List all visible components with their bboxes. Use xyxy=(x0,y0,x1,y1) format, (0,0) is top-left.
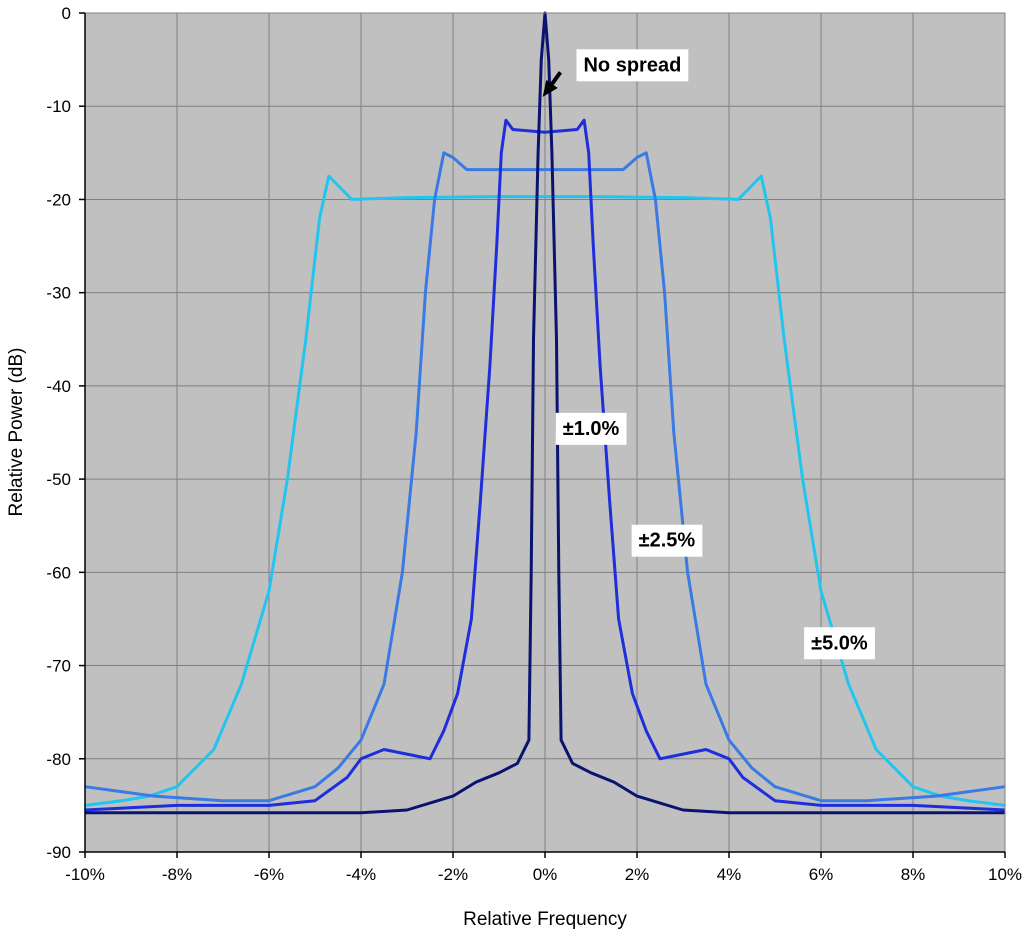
annotation-1: ±1.0% xyxy=(555,412,627,445)
annotation-3: ±5.0% xyxy=(804,627,875,660)
x-tick-label: 8% xyxy=(901,865,926,884)
y-tick-labels: 0 -10 -20 -30 -40 -50 -60 -70 -80 -90 xyxy=(46,4,71,862)
callout-box xyxy=(804,627,875,660)
plot-frame xyxy=(79,12,1006,858)
series-line-1 xyxy=(84,151,1006,803)
y-tick-label: -20 xyxy=(46,190,71,209)
annotation-0: No spread xyxy=(542,49,689,97)
y-tick-label: -40 xyxy=(46,377,71,396)
callout-label: No spread xyxy=(583,54,681,76)
x-axis-title: Relative Frequency xyxy=(463,909,627,930)
y-tick-label: -90 xyxy=(46,843,71,862)
series-line-2 xyxy=(84,118,1006,812)
x-tick-label: -2% xyxy=(438,865,468,884)
callout-arrow xyxy=(550,71,563,86)
callout-label: ±2.5% xyxy=(639,530,696,552)
y-tick-label: -60 xyxy=(46,563,71,582)
annotations: No spread ±1.0% ±2.5% ±5.0% xyxy=(542,49,875,660)
callout-label: ±5.0% xyxy=(811,632,868,654)
callout-arrowhead xyxy=(542,79,558,97)
grid xyxy=(85,13,1005,852)
y-tick-label: -70 xyxy=(46,657,71,676)
x-tick-label: 6% xyxy=(809,865,834,884)
callout-box xyxy=(555,412,627,445)
y-tick-label: -10 xyxy=(46,97,71,116)
x-tick-label: -8% xyxy=(162,865,192,884)
x-tick-labels: -10% -8% -6% -4% -2% 0% 2% 4% 6% 8% 10% xyxy=(65,865,1022,884)
x-tick-label: -4% xyxy=(346,865,376,884)
annotation-2: ±2.5% xyxy=(631,524,703,557)
x-tick-label: 2% xyxy=(625,865,650,884)
y-tick-label: 0 xyxy=(62,4,71,23)
callout-box xyxy=(576,49,689,82)
x-tick-label: -6% xyxy=(254,865,284,884)
callout-label: ±1.0% xyxy=(563,418,620,440)
y-tick-label: -50 xyxy=(46,470,71,489)
x-tick-label: -10% xyxy=(65,865,105,884)
y-axis-title: Relative Power (dB) xyxy=(6,348,27,517)
callout-box xyxy=(631,524,703,557)
series-line-0 xyxy=(84,174,1006,807)
x-tick-label: 10% xyxy=(988,865,1022,884)
y-tick-label: -30 xyxy=(46,284,71,303)
x-tick-label: 4% xyxy=(717,865,742,884)
x-tick-label: 0% xyxy=(533,865,558,884)
y-tick-label: -80 xyxy=(46,750,71,769)
